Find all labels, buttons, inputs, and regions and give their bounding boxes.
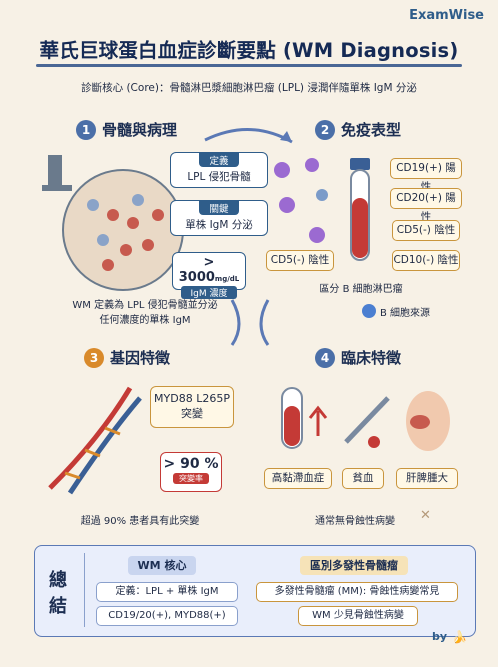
bone-icon: ✕ [420, 508, 431, 523]
banana-icon: 🍌 [452, 630, 467, 644]
page-subtitle: 診斷核心 (Core)：骨髓淋巴漿細胞淋巴瘤 (LPL) 浸潤伴隨單株 IgM … [81, 82, 417, 94]
arrow-1-to-2 [204, 128, 293, 144]
definition-tag-head: 定義 [199, 153, 239, 167]
pathology-caption-line2: 任何濃度的單株 IgM [99, 315, 191, 326]
section-title-pathology: 骨髓與病理 [102, 121, 178, 139]
arrow-2-to-4 [259, 299, 270, 346]
igm-level-unit: mg/dL [214, 275, 240, 283]
brand-logo: ExamWise [409, 8, 484, 23]
summary-left-item-1: 定義：LPL + 單株 IgM [96, 582, 238, 602]
section-number-4: 4 [315, 348, 335, 368]
section-number-3: 3 [84, 348, 104, 368]
mutation-rate-box: > 90 % 突變率 [160, 452, 222, 492]
definition-tag-body: LPL 侵犯骨髓 [187, 171, 251, 183]
igm-level-value: > 3000 [178, 255, 215, 285]
section-title-genetics: 基因特徵 [110, 349, 171, 367]
section-number-1: 1 [76, 120, 96, 140]
key-tag-head: 關鍵 [199, 201, 239, 215]
blood-drop-icon [368, 436, 380, 448]
clinical-item-anemia: 貧血 [342, 468, 384, 489]
clinical-illustrations [281, 387, 450, 451]
section-number-2: 2 [315, 120, 335, 140]
bone-marrow-illustration [42, 155, 184, 291]
summary-label: 總 結 [46, 568, 70, 620]
liver-icon [410, 415, 430, 429]
pathology-caption: WM 定義為 LPL 侵犯骨髓並分泌 任何濃度的單株 IgM [40, 296, 250, 326]
b-cell-icon [362, 304, 376, 318]
mutation-line1: MYD88 L265P [154, 392, 230, 405]
genetic-caption: 超過 90% 患者具有此突變 [80, 516, 200, 527]
microscope-icon [48, 155, 62, 185]
summary-right-item-1: 多發性骨髓瘤 (MM): 骨蝕性病變常見 [256, 582, 458, 602]
summary-left-head: WM 核心 [128, 556, 196, 575]
summary-label-top: 總 [49, 570, 67, 591]
mutation-rate-value: > 90 % [163, 456, 219, 472]
section-title-clinical: 臨床特徵 [341, 349, 402, 367]
key-tag-body: 單株 IgM 分泌 [185, 219, 253, 231]
dna-helix-illustration [48, 386, 142, 495]
blood-tube-icon [350, 158, 370, 261]
clinical-item-hyperviscosity: 高黏滯血症 [264, 468, 332, 489]
igm-level-box: > 3000mg/dL IgM 濃度 [172, 252, 246, 299]
summary-divider [84, 553, 85, 627]
b-cell-source: B 細胞來源 [380, 308, 431, 319]
marker-cd19: CD19(+) 陽性 [390, 158, 462, 193]
clinical-caption: 通常無骨蝕性病變 [315, 516, 395, 527]
page-title: 華氏巨球蛋白血症診斷要點 (WM Diagnosis) [39, 39, 459, 62]
summary-right-head: 區別多發性骨髓瘤 [300, 556, 408, 575]
clinical-item-hepatosplenomegaly: 肝脾腫大 [396, 468, 458, 489]
mutation-rate-label: 突變率 [173, 473, 209, 484]
section-title-immunophenotype: 免疫表型 [341, 121, 402, 139]
marker-cd5-left: CD5(-) 陰性 [266, 250, 334, 271]
definition-tag: 定義 LPL 侵犯骨髓 [170, 152, 268, 188]
title-underline [36, 64, 462, 67]
summary-right-item-2: WM 少見骨蝕性病變 [298, 606, 418, 626]
arrow-1-to-3 [230, 299, 241, 346]
marker-cd5: CD5(-) 陰性 [392, 220, 460, 241]
summary-left-item-2: CD19/20(+), MYD88(+) [96, 606, 238, 626]
summary-label-bottom: 結 [49, 596, 67, 617]
mutation-line2: 突變 [181, 407, 203, 420]
mutation-box: MYD88 L265P 突變 [150, 386, 234, 428]
igm-level-label: IgM 濃度 [181, 286, 237, 299]
pathology-caption-line1: WM 定義為 LPL 侵犯骨髓並分泌 [72, 300, 218, 311]
key-tag: 關鍵 單株 IgM 分泌 [170, 200, 268, 236]
cells-illustration [274, 158, 328, 243]
up-arrow-icon [308, 405, 328, 436]
syringe-icon [344, 396, 390, 444]
immuno-caption: 區分 B 細胞淋巴瘤 [319, 284, 403, 295]
marker-cd10: CD10(-) 陰性 [392, 250, 460, 271]
signature: by [432, 630, 448, 643]
marker-cd20: CD20(+) 陽性 [390, 188, 462, 223]
